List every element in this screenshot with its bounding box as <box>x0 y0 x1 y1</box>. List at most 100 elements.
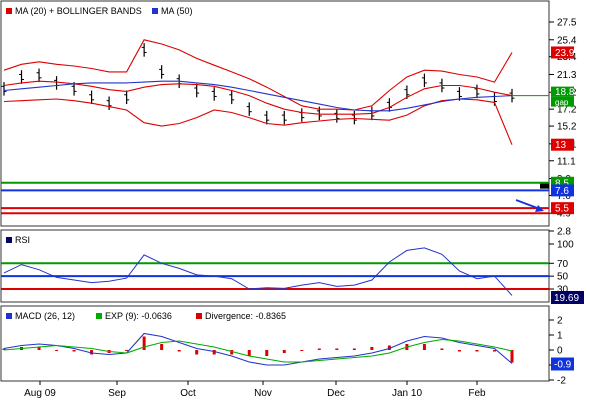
price-tag-label: gap <box>555 98 569 107</box>
divergence-bar <box>55 350 59 351</box>
price-tag-label: 23.9 <box>555 48 575 59</box>
divergence-bar <box>370 347 374 350</box>
price-tag-box <box>551 86 574 97</box>
price-panel-frame <box>0 0 550 227</box>
legend-swatch-exp <box>96 313 102 319</box>
ma-50-line <box>3 80 513 112</box>
divergence-bar <box>177 350 181 352</box>
rsi-tick-label: 100 <box>557 240 574 251</box>
bb-upper-line <box>3 39 513 111</box>
divergence-bar <box>72 350 76 352</box>
rsi-line <box>3 247 513 296</box>
divergence-bar <box>475 350 479 352</box>
macd-plot: 210-1-2-0.9 <box>2 316 574 387</box>
rsi-tick-label: 30 <box>557 285 569 296</box>
x-tick-label: Oct <box>180 388 196 399</box>
ma-20-line <box>3 80 513 115</box>
price-tag-box <box>551 202 574 215</box>
price-tick-label: 15.2 <box>557 122 577 133</box>
price-plot: 27.525.423.421.319.217.215.213.111.19.07… <box>1 18 577 238</box>
divergence-bar <box>212 350 216 355</box>
divergence-bar <box>422 344 426 350</box>
price-tick-label: 2.8 <box>557 227 571 238</box>
rsi-tag-label: 19.69 <box>554 293 579 304</box>
divergence-bar <box>247 350 251 356</box>
legend-swatch-rsi <box>6 237 12 243</box>
x-tick-label: Feb <box>468 388 486 399</box>
price-tick-label: 11.1 <box>557 156 576 167</box>
legend-swatch-divergence <box>196 313 202 319</box>
divergence-bar <box>492 350 496 352</box>
divergence-bar <box>387 345 391 350</box>
price-legend: MA (20) + BOLLINGER BANDS MA (50) <box>6 6 193 16</box>
divergence-bar <box>37 347 41 350</box>
divergence-bar <box>317 348 321 350</box>
price-tick-label: 27.5 <box>557 18 577 29</box>
x-tick-label: Jan 10 <box>392 388 422 399</box>
divergence-bar <box>352 348 356 350</box>
divergence-bar <box>300 350 304 351</box>
price-tag-label: 18.8 <box>555 87 575 98</box>
rsi-tick-label: 70 <box>557 259 569 270</box>
divergence-bar <box>125 350 129 351</box>
bb-lower-line <box>3 98 513 145</box>
divergence-bar <box>90 350 94 355</box>
divergence-bar <box>2 348 6 350</box>
rsi-tick-label: 50 <box>557 272 569 283</box>
x-tick-label: Sep <box>108 388 126 399</box>
arrow-annotation-icon <box>515 199 544 212</box>
macd-tick-label: 1 <box>557 331 563 342</box>
divergence-bar <box>160 344 164 350</box>
legend-label-exp: EXP (9): -0.0636 <box>105 311 172 321</box>
macd-tag-box <box>551 357 574 371</box>
divergence-bar <box>142 336 146 350</box>
price-tick-label: 25.4 <box>557 35 577 46</box>
macd-panel-frame <box>0 305 550 382</box>
macd-tag-label: -0.9 <box>554 360 572 371</box>
legend-label-rsi: RSI <box>15 235 30 245</box>
divergence-bar <box>282 350 286 353</box>
price-tick-label: 4.9 <box>557 209 571 220</box>
price-tag-label: 8.5 <box>555 178 569 189</box>
rsi-legend: RSI <box>6 235 30 245</box>
price-tag-box <box>551 96 574 107</box>
price-tag-label: 13 <box>555 140 567 151</box>
divergence-bar <box>440 348 444 350</box>
macd-tick-label: 2 <box>557 316 563 327</box>
legend-swatch-ma20 <box>6 8 12 14</box>
legend-label-divergence: Divergence: -0.8365 <box>205 311 286 321</box>
legend-swatch-macd <box>6 313 12 319</box>
divergence-bar <box>265 350 269 356</box>
macd-26-12-line <box>3 332 513 366</box>
divergence-bar <box>457 350 461 352</box>
price-tick-label: 7.0 <box>557 191 571 202</box>
price-tag-box <box>551 138 574 151</box>
x-tick-label: Aug 09 <box>24 388 56 399</box>
x-tick-label: Nov <box>254 388 272 399</box>
price-tick-label: 17.2 <box>557 105 577 116</box>
macd-legend: MACD (26, 12) EXP (9): -0.0636 Divergenc… <box>6 311 286 321</box>
divergence-bar <box>510 350 514 363</box>
divergence-bar <box>335 348 339 350</box>
price-tag-box <box>551 46 574 59</box>
price-tag-label: 5.5 <box>555 204 569 215</box>
legend-label-ma20: MA (20) + BOLLINGER BANDS <box>15 6 142 16</box>
price-tag-label: 7.6 <box>555 186 569 197</box>
legend-swatch-ma50 <box>152 8 158 14</box>
rsi-panel-frame <box>0 229 550 303</box>
legend-label-macd: MACD (26, 12) <box>15 311 75 321</box>
macd-tick-label: -2 <box>557 376 566 387</box>
rsi-tag-box <box>551 291 584 304</box>
price-tick-label: 21.3 <box>557 70 577 81</box>
x-tick-label: Dec <box>327 388 345 399</box>
divergence-bar <box>195 350 199 355</box>
divergence-bar <box>230 350 234 355</box>
legend-label-ma50: MA (50) <box>161 6 193 16</box>
exp-9-line <box>3 338 513 363</box>
price-tag-box <box>551 184 574 197</box>
x-axis: Aug 09 Sep Oct Nov Dec Jan 10 Feb <box>24 381 486 399</box>
macd-tick-label: 0 <box>557 346 563 357</box>
